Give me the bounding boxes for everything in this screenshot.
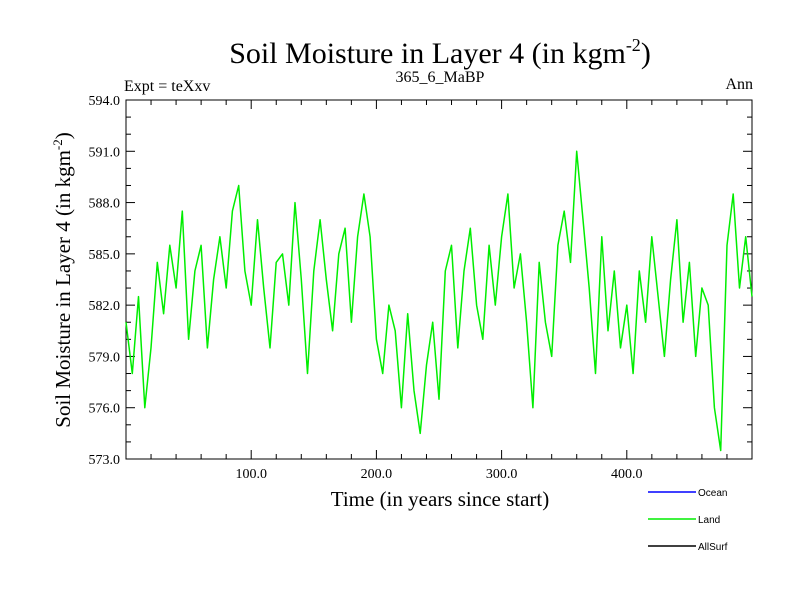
y-tick-label: 594.0 [89, 94, 121, 109]
y-tick-label: 576.0 [89, 402, 121, 417]
y-tick-label: 591.0 [89, 145, 121, 160]
y-tick-label: 573.0 [89, 453, 121, 468]
y-axis-title-superscript: -2 [50, 139, 65, 150]
x-axis-title: Time (in years since start) [331, 487, 550, 511]
y-tick-label: 588.0 [89, 197, 121, 212]
chart-title: Soil Moisture in Layer 4 (in kgm-2) [229, 35, 651, 70]
x-axis: 100.0 200.0 300.0 400.0 [150, 100, 728, 482]
y-tick-label: 579.0 [89, 350, 121, 365]
series-line-land [125, 150, 753, 452]
subtitle-label: 365_6_MaBP [396, 69, 485, 86]
experiment-label: Expt = teXxv [124, 78, 210, 95]
legend-label-allsurf: AllSurf [698, 542, 728, 553]
y-axis: 573.0 576.0 579.0 582.0 585.0 588.0 591.0 594.0 [89, 94, 752, 468]
x-tick-label: 200.0 [361, 467, 393, 482]
chart-title-superscript: -2 [626, 35, 641, 55]
y-axis-title-close: ) [51, 132, 75, 139]
plot-area-frame [125, 99, 753, 460]
y-tick-label: 582.0 [89, 299, 121, 314]
y-tick-label: 585.0 [89, 248, 121, 263]
series-layer [125, 150, 753, 452]
x-tick-label: 300.0 [486, 467, 518, 482]
chart-title-close: ) [641, 37, 651, 70]
legend-label-land: Land [698, 515, 720, 526]
y-axis-title: Soil Moisture in Layer 4 (in kgm-2) [50, 132, 75, 427]
x-tick-label: 100.0 [235, 467, 267, 482]
season-label: Ann [725, 76, 753, 93]
legend: Ocean Land AllSurf [648, 488, 728, 553]
x-tick-label: 400.0 [611, 467, 643, 482]
legend-label-ocean: Ocean [698, 488, 727, 499]
